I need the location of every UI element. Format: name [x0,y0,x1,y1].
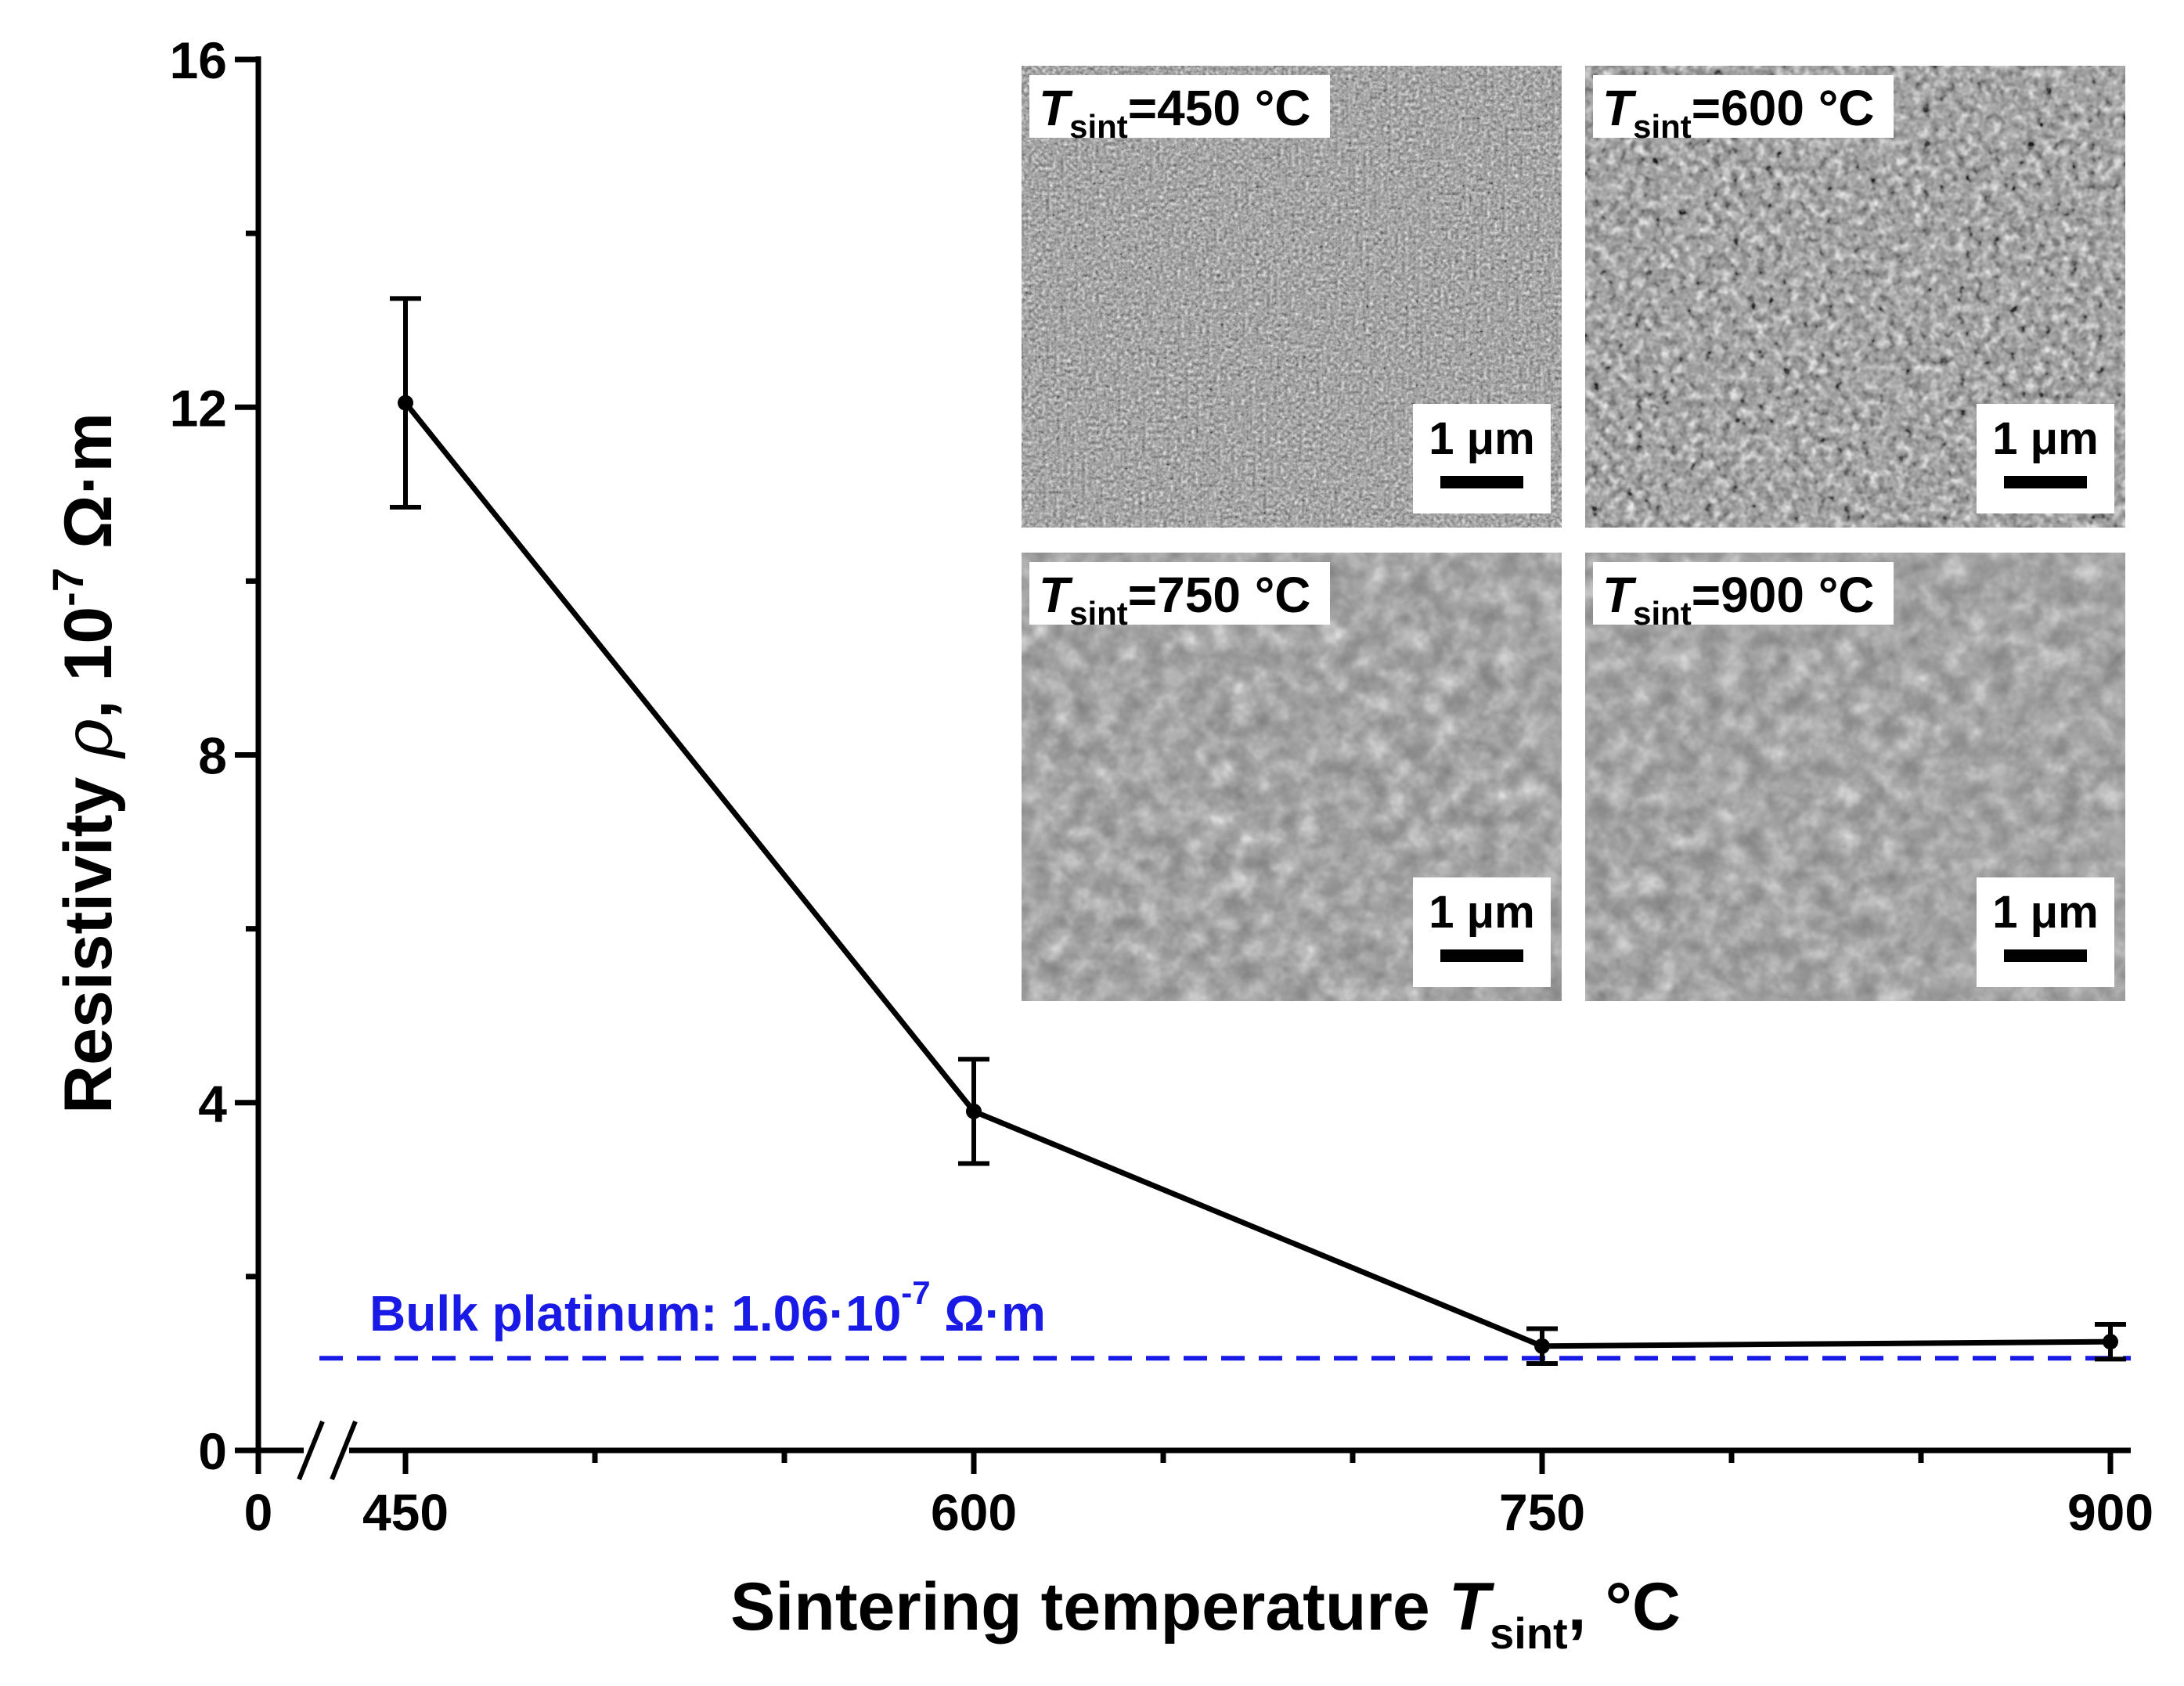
sem-600-label-sub: sint [1633,108,1692,145]
sem-750-label-value: =750 °C [1128,567,1311,623]
sem-600-label-box [1593,75,1894,138]
x-axis-title-sub: sint [1490,1609,1568,1658]
data-series [390,296,2126,1366]
reference-line-group: Bulk platinum: 1.06·10-7 Ω·m [319,1274,2131,1361]
sem-750-panel: Tsint=750 °C 1 μm [1022,553,1562,1001]
sem-750-scale-label: 1 μm [1429,887,1534,938]
sem-450-scale-box [1413,404,1551,513]
axes: 0 4 8 12 16 0 450 600 750 900 [170,31,2153,1541]
x-axis-title-var: T [1449,1569,1495,1645]
sem-600-scale-box [1977,404,2114,513]
data-point [2103,1334,2118,1350]
sem-450-label: Tsint=450 °C [1039,80,1311,145]
axis-break-mark [330,1420,358,1481]
sem-600-panel: Tsint=600 °C 1 μm [1585,66,2125,528]
bulk-platinum-label-main: Bulk platinum: 1.06·10 [369,1285,901,1342]
sem-900-label-var: T [1602,567,1637,623]
y-tick-label: 0 [198,1422,227,1480]
sem-600-scale-label: 1 μm [1992,413,2098,464]
y-axis-title-main: Resistivity [51,758,126,1114]
sem-450-label-sub: sint [1069,108,1128,145]
axis-break-mark [297,1420,325,1481]
x-tick-label: 900 [2067,1483,2153,1541]
sem-450-label-var: T [1039,80,1073,136]
sem-450-panel: Tsint=450 °C 1 μm [1022,66,1562,528]
sem-750-label-box [1029,562,1330,625]
x-tick-label: 600 [931,1483,1017,1541]
y-axis-title-mid: , 10 [51,607,126,719]
series-line [403,401,2111,1349]
y-tick-label: 16 [170,31,227,89]
sem-450-label-value: =450 °C [1128,80,1311,136]
x-axis-title-suffix: , °C [1568,1569,1681,1645]
sem-750-label: Tsint=750 °C [1039,567,1311,632]
x-tick-label: 0 [244,1483,273,1541]
y-axis-title-sup: -7 [43,567,92,607]
bulk-platinum-label: Bulk platinum: 1.06·10-7 Ω·m [369,1274,1046,1342]
x-tick-label: 750 [1499,1483,1585,1541]
x-axis-title-main: Sintering temperature [730,1569,1449,1645]
y-tick-label: 8 [198,727,227,785]
sem-750-scale-box [1413,877,1551,987]
sem-900-label-box [1593,562,1894,625]
sem-450-scale-bar [1440,476,1523,488]
sem-750-label-sub: sint [1069,595,1128,632]
y-tick-label: 12 [170,379,227,437]
data-point [966,1103,982,1119]
sem-750-scale-bar [1440,949,1523,962]
sem-600-label: Tsint=600 °C [1602,80,1875,145]
bulk-platinum-label-sup: -7 [901,1274,930,1311]
x-tick-label: 450 [362,1483,449,1541]
sem-900-panel: Tsint=900 °C 1 μm [1585,553,2125,1001]
y-tick-label: 4 [198,1075,227,1133]
sem-900-label: Tsint=900 °C [1602,567,1875,632]
sem-900-label-sub: sint [1633,595,1692,632]
sem-750-label-var: T [1039,567,1073,623]
data-point [398,394,413,411]
sem-600-label-value: =600 °C [1692,80,1875,136]
y-axis-title-var: ρ [49,719,128,759]
sem-900-scale-box [1977,877,2114,987]
sem-450-label-box [1029,75,1330,138]
sem-600-label-var: T [1602,80,1637,136]
y-axis-title: Resistivity ρ, 10-7 Ω·m [43,412,128,1114]
y-axis-title-unit: Ω·m [51,412,126,567]
sem-900-scale-bar [2004,949,2087,962]
data-point [1534,1338,1550,1354]
sem-900-label-value: =900 °C [1692,567,1875,623]
sem-450-scale-label: 1 μm [1429,413,1534,464]
axis-labels: Sintering temperature Tsint, °CResistivi… [43,412,1681,1658]
sem-600-scale-bar [2004,476,2087,488]
x-axis-title: Sintering temperature Tsint, °C [730,1569,1681,1658]
sem-900-scale-label: 1 μm [1992,887,2098,938]
bulk-platinum-label-unit: Ω·m [931,1285,1046,1342]
